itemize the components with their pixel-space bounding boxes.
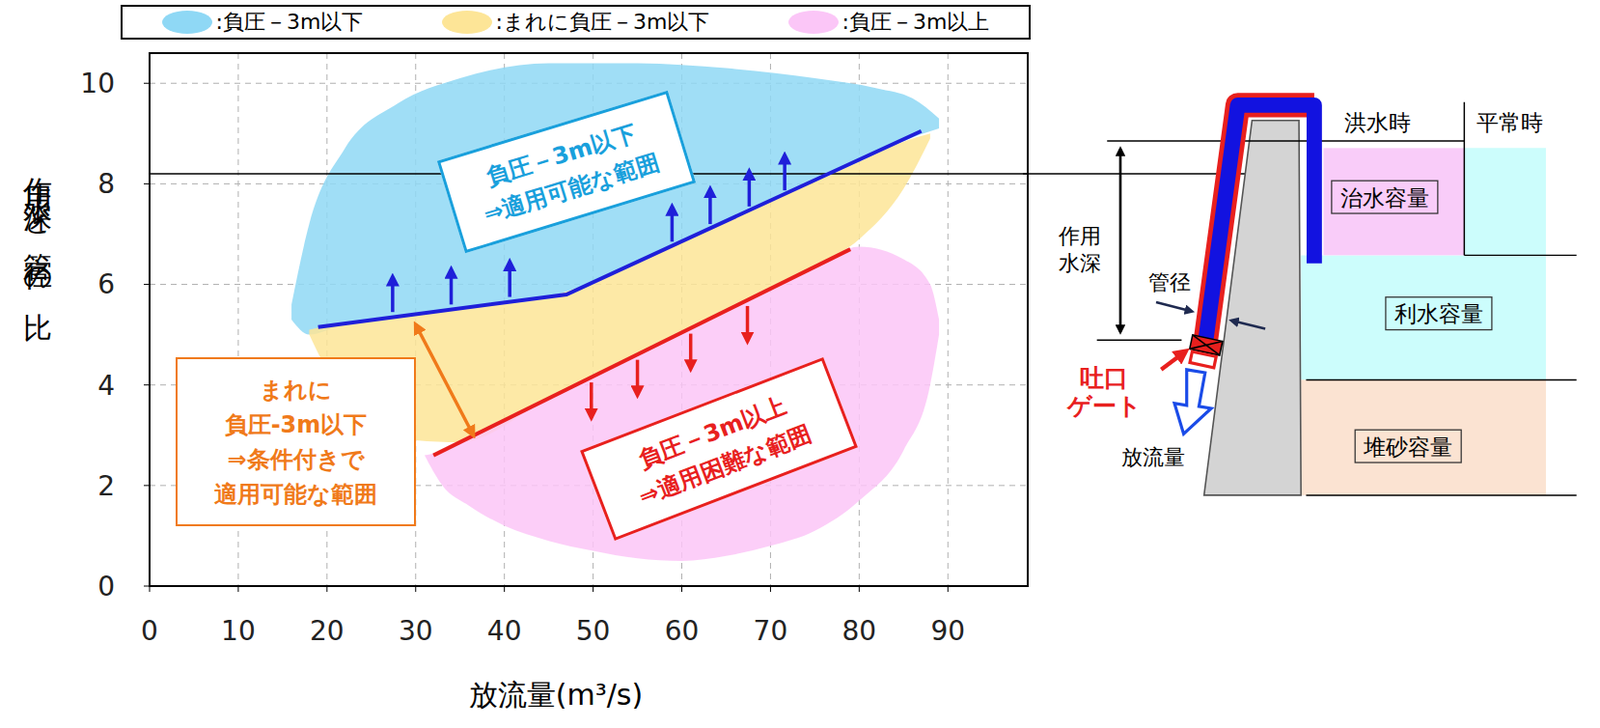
svg-text:堆砂容量: 堆砂容量 xyxy=(1362,433,1453,460)
svg-text:4: 4 xyxy=(97,369,115,402)
html-text:⇒適用困難な範囲: ⇒適用困難な範囲 xyxy=(635,419,816,511)
svg-text:水深: 水深 xyxy=(1058,249,1102,276)
html-text:負圧－3m以上: 負圧－3m以上 xyxy=(634,391,791,474)
svg-text:40: 40 xyxy=(487,614,523,647)
svg-text:8: 8 xyxy=(97,167,115,200)
html-text::負圧－3m以上: :負圧－3m以上 xyxy=(842,9,990,34)
svg-text:10: 10 xyxy=(220,614,256,647)
svg-text:0: 0 xyxy=(97,570,115,603)
svg-text:70: 70 xyxy=(753,614,789,647)
html-text:負圧－3m以下: 負圧－3m以下 xyxy=(482,119,640,191)
html-text::まれに負圧－3m以下: :まれに負圧－3m以下 xyxy=(495,9,710,34)
svg-text:30: 30 xyxy=(398,614,434,647)
svg-text:90: 90 xyxy=(930,614,966,647)
svg-text:80: 80 xyxy=(842,614,878,647)
html-text:放流量(m³/s): 放流量(m³/s) xyxy=(468,677,643,712)
svg-text:0: 0 xyxy=(140,614,159,647)
svg-text:平常時: 平常時 xyxy=(1476,109,1544,136)
svg-text:吐口: 吐口 xyxy=(1079,362,1129,392)
html-text:⇒条件付きで: ⇒条件付きで xyxy=(227,445,365,473)
svg-text:6: 6 xyxy=(97,268,115,301)
svg-text:洪水時: 洪水時 xyxy=(1344,109,1411,136)
svg-text:作用: 作用 xyxy=(1057,222,1102,249)
svg-text:治水容量: 治水容量 xyxy=(1340,184,1430,211)
html-text:負圧-3m以下: 負圧-3m以下 xyxy=(224,410,367,438)
svg-text:ゲート: ゲート xyxy=(1066,390,1142,420)
svg-text:20: 20 xyxy=(309,614,345,647)
svg-text:10: 10 xyxy=(80,67,115,100)
html-text::負圧－3m以下: :負圧－3m以下 xyxy=(215,9,364,34)
svg-text:放流量: 放流量 xyxy=(1121,443,1186,469)
html-text:適用可能な範囲: 適用可能な範囲 xyxy=(214,480,378,508)
svg-text:利水容量: 利水容量 xyxy=(1394,300,1484,327)
svg-text:50: 50 xyxy=(576,614,611,647)
html-text:⇒適用可能な範囲: ⇒適用可能な範囲 xyxy=(480,148,663,228)
html-text:作用水深と管径の比: 作用水深と管径の比 xyxy=(21,154,56,299)
svg-text:2: 2 xyxy=(97,469,115,502)
svg-text:60: 60 xyxy=(664,614,700,647)
html-text:まれに: まれに xyxy=(259,375,332,403)
svg-text:管径: 管径 xyxy=(1148,269,1191,295)
